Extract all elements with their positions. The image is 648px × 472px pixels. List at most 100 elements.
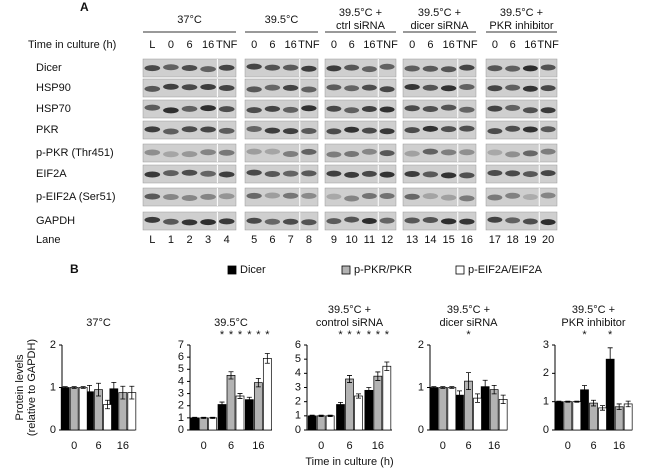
group-header: ctrl siRNA <box>336 20 386 32</box>
band <box>344 171 360 178</box>
group-header: 39.5°C + <box>339 7 382 19</box>
band <box>301 219 317 226</box>
band <box>326 193 342 200</box>
band <box>218 64 235 71</box>
band <box>181 65 198 72</box>
column-label: TNF <box>456 39 478 51</box>
significance: * <box>376 329 381 341</box>
band <box>163 151 179 158</box>
band <box>163 107 179 114</box>
band <box>487 85 503 92</box>
bar <box>217 404 227 431</box>
band <box>264 105 281 112</box>
column-label: 16 <box>285 39 297 51</box>
band <box>540 219 556 226</box>
group-header: 39.5°C + <box>500 7 543 19</box>
error-bar <box>607 347 613 371</box>
x-tick-label: 16 <box>117 440 129 452</box>
band <box>344 195 360 202</box>
error-bar <box>228 371 234 380</box>
significance: * <box>356 329 361 341</box>
y-tick-label: 6 <box>295 339 301 351</box>
band <box>540 126 556 133</box>
y-tick-label: 1 <box>418 381 424 393</box>
band <box>326 84 342 91</box>
band <box>264 84 281 91</box>
error-bar <box>356 393 361 399</box>
bar <box>447 387 457 431</box>
band <box>422 193 439 200</box>
band <box>361 84 377 91</box>
band <box>522 218 538 225</box>
bar <box>190 417 200 431</box>
y-tick-label: 3 <box>178 387 184 399</box>
row-label: Dicer <box>36 62 62 74</box>
error-bar <box>318 414 324 417</box>
band <box>264 218 281 225</box>
band <box>218 218 235 225</box>
y-tick-label: 7 <box>178 339 184 351</box>
band <box>301 192 317 199</box>
bar <box>429 387 439 431</box>
lane-number: 14 <box>424 234 436 246</box>
legend-label: p-PKR/PKR <box>354 264 412 276</box>
lane-number: 19 <box>524 234 536 246</box>
lane-number: L <box>149 234 155 246</box>
lane-number: 5 <box>251 234 257 246</box>
band <box>522 150 538 157</box>
chart-title: 39.5°C + <box>572 304 615 316</box>
band <box>422 125 439 132</box>
bar <box>554 401 564 431</box>
lane-number: 13 <box>406 234 418 246</box>
column-label: TNF <box>298 39 320 51</box>
significance: * <box>338 329 343 341</box>
band <box>282 128 299 135</box>
y-tick-label: 5 <box>178 363 184 375</box>
band <box>404 193 420 200</box>
band <box>200 126 216 133</box>
x-tick-label: 0 <box>201 440 207 452</box>
blot <box>142 187 237 207</box>
legend-swatch <box>227 265 237 275</box>
y-tick-label: 2 <box>178 400 184 412</box>
band <box>404 127 420 134</box>
band <box>459 106 475 113</box>
band <box>301 127 317 134</box>
band <box>246 107 262 114</box>
band <box>361 105 377 112</box>
lane-number: 12 <box>381 234 393 246</box>
band <box>540 107 556 114</box>
error-bar <box>255 377 261 388</box>
error-bar <box>574 400 580 403</box>
band <box>344 64 360 71</box>
bar <box>438 387 448 431</box>
band <box>422 216 439 223</box>
y-tick-label: 1 <box>543 396 549 408</box>
band <box>505 104 521 111</box>
lane-number: 3 <box>205 234 211 246</box>
significance: * <box>466 329 471 341</box>
y-tick-label: 0 <box>418 424 424 436</box>
band <box>264 170 281 177</box>
error-bar <box>565 400 571 403</box>
x-tick-label: 0 <box>71 440 77 452</box>
band <box>505 192 521 199</box>
error-bar <box>457 390 462 400</box>
band <box>181 84 198 91</box>
band <box>379 217 395 224</box>
error-bar <box>616 403 622 410</box>
time-label: Time in culture (h) <box>28 39 116 51</box>
band <box>487 169 503 176</box>
band <box>282 170 299 177</box>
y-tick-label: 4 <box>178 375 184 387</box>
error-bar <box>625 400 631 408</box>
y-tick-label: 4 <box>295 367 301 379</box>
lane-number: 11 <box>364 234 375 246</box>
legend-label: p-EIF2A/EIF2A <box>468 264 543 276</box>
band <box>361 170 377 177</box>
band <box>200 83 216 90</box>
band <box>522 171 538 178</box>
band <box>487 216 503 223</box>
row-label: HSP70 <box>36 103 71 115</box>
